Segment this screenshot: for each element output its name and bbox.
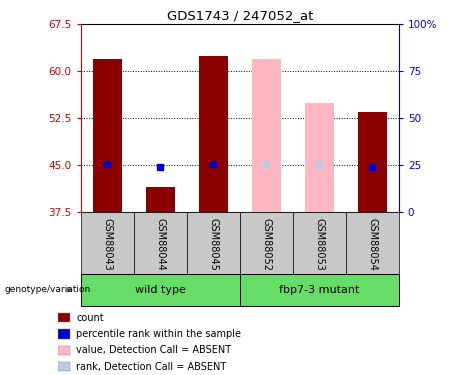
Text: GSM88052: GSM88052 xyxy=(261,217,271,270)
Bar xyxy=(58,362,70,371)
Text: wild type: wild type xyxy=(135,285,186,295)
Bar xyxy=(305,102,334,212)
Bar xyxy=(134,212,187,274)
Text: GSM88043: GSM88043 xyxy=(102,217,112,270)
Bar xyxy=(58,329,70,339)
Bar xyxy=(240,212,293,274)
Bar xyxy=(252,59,281,212)
Text: genotype/variation: genotype/variation xyxy=(5,285,91,294)
Text: GSM88044: GSM88044 xyxy=(155,217,165,270)
Bar xyxy=(293,212,346,274)
Bar xyxy=(81,212,134,274)
Bar xyxy=(58,346,70,355)
Text: value, Detection Call = ABSENT: value, Detection Call = ABSENT xyxy=(77,345,231,355)
Bar xyxy=(81,274,240,306)
Bar xyxy=(199,56,228,212)
Text: percentile rank within the sample: percentile rank within the sample xyxy=(77,329,242,339)
Title: GDS1743 / 247052_at: GDS1743 / 247052_at xyxy=(166,9,313,22)
Text: rank, Detection Call = ABSENT: rank, Detection Call = ABSENT xyxy=(77,362,227,372)
Text: GSM88045: GSM88045 xyxy=(208,217,218,270)
Bar xyxy=(358,112,387,212)
Text: GSM88053: GSM88053 xyxy=(314,217,324,270)
Bar xyxy=(58,313,70,322)
Bar xyxy=(93,59,122,212)
Bar xyxy=(187,212,240,274)
Bar xyxy=(240,274,399,306)
Text: count: count xyxy=(77,313,104,322)
Text: GSM88054: GSM88054 xyxy=(367,217,377,270)
Text: fbp7-3 mutant: fbp7-3 mutant xyxy=(279,285,360,295)
Bar xyxy=(346,212,399,274)
Bar xyxy=(146,187,175,212)
